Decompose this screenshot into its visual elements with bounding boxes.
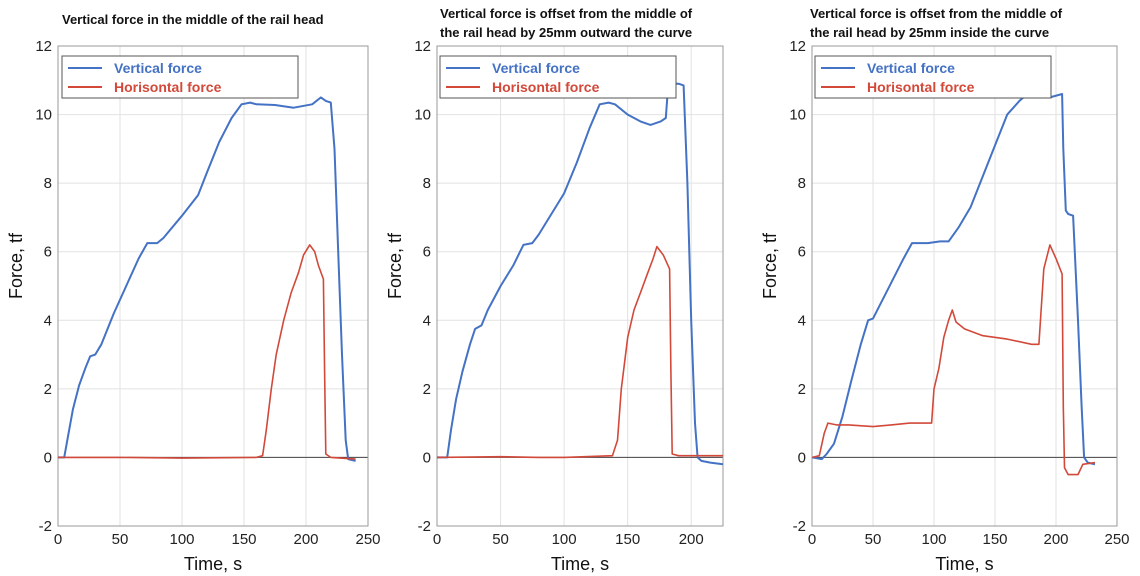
chart-1-xtick-label: 150 [231,531,256,548]
chart-2-xtick-label: 150 [615,531,640,548]
chart-1-ytick-label: 8 [44,175,52,192]
chart-1-ytick-label: 10 [35,107,52,124]
chart-2: Vertical force is offset from the middle… [385,6,724,574]
chart-3-xtick-label: 50 [865,531,882,548]
chart-2-legend-label: Vertical force [492,60,580,76]
chart-3-xtick-label: 150 [982,531,1007,548]
chart-2-ytick-label: 0 [423,449,431,466]
chart-3-ytick-label: 6 [798,244,806,261]
chart-2-grid [436,45,723,527]
chart-3-legend: Vertical force Horisontal force [814,55,1052,99]
chart-1-xtick-label: 200 [293,531,318,548]
chart-1-ylabel: Force, tf [6,232,26,299]
chart-2-ytick-label: 12 [414,38,431,55]
chart-1-xtick-label: 50 [112,531,129,548]
chart-3-series-vertical-force-line [812,93,1096,466]
chart-3-plot-frame [811,45,1118,527]
chart-2-ytick-label: 4 [423,312,431,329]
chart-1-ytick-label: 6 [44,244,52,261]
chart-2-xtick-label: 0 [433,531,441,548]
chart-3-legend-label: Horisontal force [867,79,975,95]
chart-3-ytick-label: 10 [789,107,806,124]
chart-1: Vertical force in the middle of the rail… [6,12,381,574]
chart-2-ytick-label: 6 [423,244,431,261]
chart-3: Vertical force is offset from the middle… [760,6,1130,574]
chart-1-xtick-label: 0 [54,531,62,548]
chart-3-ytick-label: 4 [798,312,806,329]
chart-3-ytick-label: 8 [798,175,806,192]
chart-3-title-line: Vertical force is offset from the middle… [810,6,1063,21]
chart-3-ytick-label: 2 [798,381,806,398]
chart-3-legend-box [814,55,1052,99]
chart-3-ytick-label: -2 [793,518,806,535]
chart-1-legend-box [61,55,299,99]
chart-1-legend-label: Horisontal force [114,79,222,95]
chart-2-legend: Vertical force Horisontal force [439,55,677,99]
chart-3-grid [811,45,1118,527]
chart-1-legend: Vertical force Horisontal force [61,55,299,99]
chart-3-xtick-label: 250 [1104,531,1129,548]
chart-2-ytick-label: 10 [414,107,431,124]
chart-2-legend-label: Horisontal force [492,79,600,95]
chart-2-xtick-label: 200 [679,531,704,548]
chart-2-xlabel: Time, s [551,554,609,574]
chart-1-title-line: Vertical force in the middle of the rail… [62,12,324,27]
chart-3-ylabel: Force, tf [760,232,780,299]
chart-3-legend-label: Vertical force [867,60,955,76]
chart-1-series-vertical-force-line [58,96,356,462]
chart-2-xtick-label: 50 [492,531,509,548]
chart-1-plot-frame [57,45,369,527]
chart-2-series-vertical-force-line [437,82,723,466]
chart-1-series-horisontal-force-line [58,244,356,460]
chart-1-ytick-label: -2 [39,518,52,535]
chart-1-ytick-label: 2 [44,381,52,398]
chart-2-title-line: Vertical force is offset from the middle… [440,6,693,21]
chart-3-ytick-label: 0 [798,449,806,466]
chart-2-title-line: the rail head by 25mm outward the curve [440,25,692,40]
chart-2-series-horisontal-force-line [437,245,723,459]
chart-1-grid [57,45,369,527]
chart-2-ylabel: Force, tf [385,232,405,299]
chart-2-ytick-label: -2 [418,518,431,535]
chart-2-ytick-label: 2 [423,381,431,398]
chart-3-xlabel: Time, s [935,554,993,574]
chart-1-ytick-label: 0 [44,449,52,466]
chart-1-legend-label: Vertical force [114,60,202,76]
chart-2-xtick-label: 100 [552,531,577,548]
chart-3-title-line: the rail head by 25mm inside the curve [810,25,1049,40]
chart-2-ytick-label: 8 [423,175,431,192]
chart-1-xtick-label: 100 [169,531,194,548]
chart-1-ytick-label: 4 [44,312,52,329]
chart-3-ytick-label: 12 [789,38,806,55]
chart-1-xlabel: Time, s [184,554,242,574]
chart-2-legend-box [439,55,677,99]
chart-3-xtick-label: 0 [808,531,816,548]
chart-3-xtick-label: 200 [1043,531,1068,548]
chart-2-plot-frame [436,45,724,527]
chart-1-xtick-label: 250 [355,531,380,548]
chart-3-xtick-label: 100 [921,531,946,548]
chart-1-ytick-label: 12 [35,38,52,55]
chart-3-series-horisontal-force-line [812,244,1096,476]
